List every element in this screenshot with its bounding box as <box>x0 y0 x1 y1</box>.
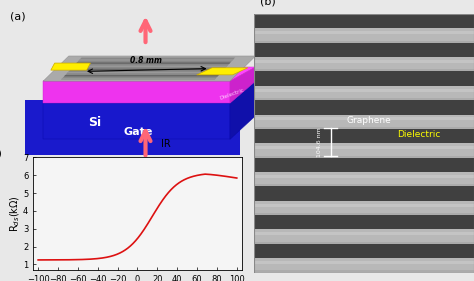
Text: 0.8 mm: 0.8 mm <box>129 56 162 65</box>
Bar <box>254 57 474 71</box>
Polygon shape <box>25 100 240 155</box>
Polygon shape <box>76 62 230 64</box>
Text: (a): (a) <box>10 12 26 22</box>
Polygon shape <box>43 67 255 81</box>
Text: Gate: Gate <box>123 126 153 137</box>
Text: Dielectric: Dielectric <box>397 130 440 139</box>
Bar <box>254 43 474 57</box>
Bar <box>254 158 474 172</box>
Polygon shape <box>61 58 235 80</box>
Polygon shape <box>197 68 248 75</box>
Bar <box>254 204 474 207</box>
Bar <box>254 69 474 71</box>
Bar <box>254 127 474 129</box>
Text: 104.6 nm: 104.6 nm <box>317 127 322 157</box>
Bar <box>254 117 474 120</box>
Bar <box>254 86 474 100</box>
Polygon shape <box>43 81 230 103</box>
Bar <box>254 175 474 178</box>
Polygon shape <box>43 81 255 103</box>
Bar <box>254 100 474 115</box>
Bar <box>254 115 474 129</box>
Bar <box>254 31 474 34</box>
Bar <box>254 242 474 244</box>
Bar <box>254 129 474 143</box>
Bar <box>254 71 474 86</box>
Polygon shape <box>43 103 230 139</box>
Bar <box>254 261 474 264</box>
Polygon shape <box>64 75 219 76</box>
Bar <box>254 230 474 244</box>
Bar <box>254 143 474 158</box>
Bar <box>254 98 474 100</box>
Text: Si: Si <box>88 115 101 129</box>
Polygon shape <box>67 72 222 73</box>
Bar <box>254 41 474 43</box>
Text: Dielectric: Dielectric <box>219 87 246 101</box>
Bar <box>254 232 474 235</box>
Polygon shape <box>230 67 255 103</box>
Bar <box>254 215 474 230</box>
Bar <box>254 186 474 201</box>
Bar <box>254 60 474 63</box>
Text: (b): (b) <box>260 0 276 6</box>
Polygon shape <box>73 65 228 67</box>
Polygon shape <box>230 81 255 139</box>
Polygon shape <box>43 56 255 81</box>
Bar <box>254 172 474 186</box>
Polygon shape <box>70 69 225 70</box>
Bar <box>254 258 474 273</box>
Bar <box>254 184 474 186</box>
Polygon shape <box>61 78 216 80</box>
Bar <box>254 201 474 215</box>
Bar <box>254 28 474 43</box>
Text: IR: IR <box>161 139 171 149</box>
Polygon shape <box>51 63 91 70</box>
Text: (c): (c) <box>0 148 2 158</box>
Bar <box>254 270 474 273</box>
Bar <box>254 213 474 215</box>
Y-axis label: R$_{ds}$(kΩ): R$_{ds}$(kΩ) <box>8 195 21 232</box>
Text: Graphene: Graphene <box>346 116 391 125</box>
Bar <box>254 14 474 28</box>
Bar <box>254 155 474 158</box>
Bar <box>254 244 474 258</box>
Polygon shape <box>79 59 234 61</box>
Bar <box>254 146 474 149</box>
Bar <box>254 89 474 92</box>
